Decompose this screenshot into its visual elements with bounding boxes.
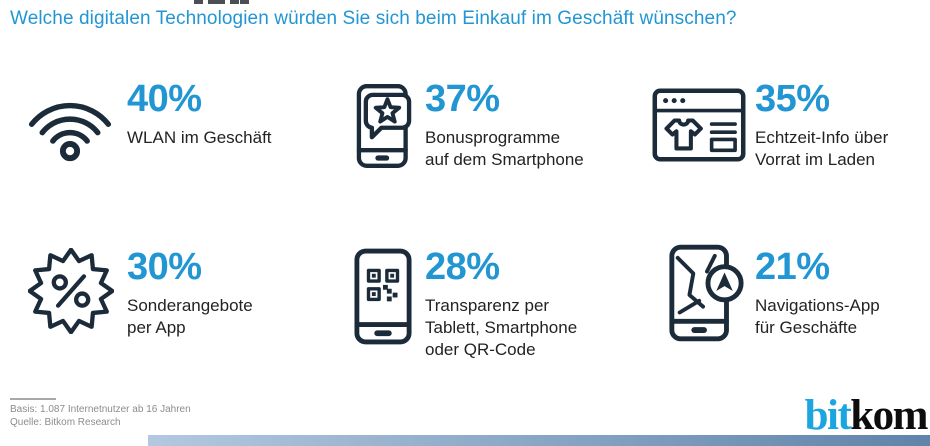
stat-value: 21% [755, 246, 830, 288]
bottom-gradient-bar [148, 435, 930, 446]
stat-item: 35% Echtzeit-Info über Vorrat im Laden [755, 78, 930, 171]
stat-value: 40% [127, 78, 202, 120]
browser-stock-info-icon [652, 88, 746, 162]
stat-item: 37% Bonusprogramme auf dem Smartphone [425, 78, 635, 171]
smartphone-qr-code-icon [354, 248, 412, 345]
footnote-source: Quelle: Bitkom Research [10, 417, 121, 428]
stat-value: 28% [425, 246, 500, 288]
stat-item: 30% Sonderangebote per App [127, 246, 337, 339]
stat-label: Bonusprogramme auf dem Smartphone [425, 127, 584, 169]
stat-item: 21% Navigations-App für Geschäfte [755, 246, 930, 339]
footnote-basis: Basis: 1.087 Internetnutzer ab 16 Jahren [10, 404, 191, 415]
wifi-icon [28, 84, 112, 162]
stat-label: Sonderangebote per App [127, 295, 253, 337]
stat-value: 37% [425, 78, 500, 120]
stat-label: Echtzeit-Info über Vorrat im Laden [755, 127, 889, 169]
percent-badge-icon [28, 248, 114, 334]
stat-label: WLAN im Geschäft [127, 127, 272, 147]
stat-label: Transparenz per Tablett, Smartphone oder… [425, 295, 578, 360]
bitkom-logo: bitkom [804, 392, 929, 439]
footer-divider [10, 398, 56, 400]
stat-item: 28% Transparenz per Tablett, Smartphone … [425, 246, 635, 361]
cropped-text-artifact [194, 0, 203, 4]
smartphone-bonus-star-icon [352, 82, 416, 170]
bitkom-logo-bit: bit [804, 392, 852, 439]
stat-value: 35% [755, 78, 830, 120]
page-title: Welche digitalen Technologien würden Sie… [10, 8, 737, 29]
stat-value: 30% [127, 246, 202, 288]
stat-item: 40% WLAN im Geschäft [127, 78, 337, 149]
stat-label: Navigations-App für Geschäfte [755, 295, 880, 337]
smartphone-navigation-icon [666, 244, 746, 342]
bitkom-logo-kom: kom [850, 392, 928, 439]
